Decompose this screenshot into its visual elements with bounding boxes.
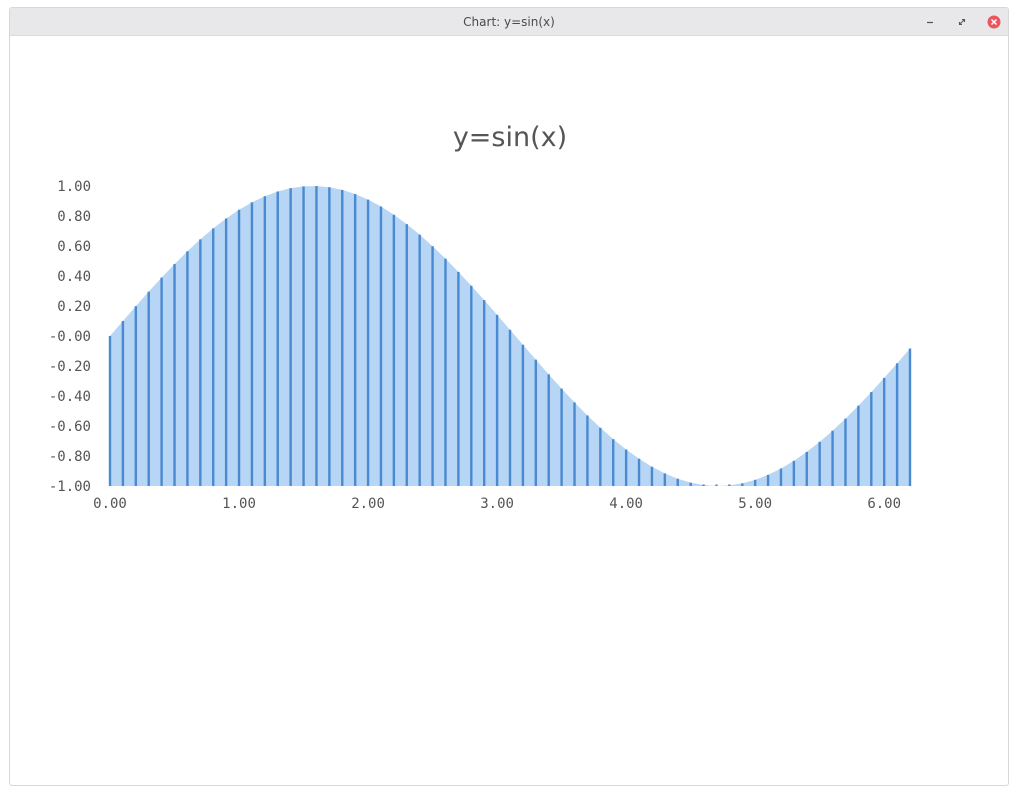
y-tick-label: -0.00 [49,329,91,345]
chart-window: Chart: y=sin(x) y=sin(x) 1. [9,7,1009,786]
x-tick-label: 3.00 [480,496,514,512]
x-tick-label: 4.00 [609,496,643,512]
bar [676,478,679,486]
chart-title: y=sin(x) [453,122,567,153]
bar [650,466,654,486]
bar [237,209,241,486]
bar [612,439,615,486]
window-title: Chart: y=sin(x) [463,15,555,29]
bar [276,191,279,486]
maximize-button[interactable] [953,13,971,31]
bar [379,206,383,486]
bar [134,306,138,486]
bar [431,246,434,486]
bar [315,186,318,486]
bar [147,291,150,486]
bar [328,187,331,486]
bar [534,359,538,486]
bar [121,321,125,486]
bar [844,418,847,486]
bar [663,473,667,486]
bar [818,441,821,486]
bar [805,451,808,486]
x-tick-label: 5.00 [738,496,772,512]
bar [702,484,705,486]
bar [250,202,254,486]
y-tick-label: -0.40 [49,389,91,405]
bar [547,374,550,486]
bar [173,264,176,486]
bar [186,251,189,486]
y-tick-label: -1.00 [49,479,91,495]
bar [715,484,718,486]
bar [870,392,873,486]
bar [895,363,899,486]
bar [392,214,396,487]
bar [405,224,408,486]
x-tick-label: 1.00 [222,496,256,512]
bar [289,188,292,486]
bar [586,415,589,486]
minimize-icon [927,21,933,24]
bar [624,449,628,486]
bar [263,196,267,486]
y-tick-label: -0.20 [49,359,91,375]
bar [224,218,228,486]
bar [857,405,860,486]
y-tick-label: -0.80 [49,449,91,465]
bar [366,199,370,486]
y-tick-label: 1.00 [57,179,91,195]
title-bar[interactable]: Chart: y=sin(x) [10,8,1008,36]
bar [108,336,112,486]
y-tick-label: -0.60 [49,419,91,435]
bar [560,388,563,486]
x-tick-label: 0.00 [93,496,127,512]
x-tick-label: 2.00 [351,496,385,512]
bar [766,474,770,486]
y-tick-label: 0.40 [57,269,91,285]
bar [792,460,796,486]
bar [212,228,215,486]
bar [341,189,344,486]
bars-group [108,186,912,487]
y-tick-label: 0.60 [57,239,91,255]
bar [444,258,447,486]
bar [457,271,460,486]
bar [508,329,512,486]
bar [689,482,692,486]
bar [199,239,202,486]
bar [470,285,473,486]
bar [882,377,886,486]
chart-svg: y=sin(x) 1.00 0.80 0.60 0.40 0.20 -0.00 -0.20 -… [49,122,912,512]
y-tick-label: 0.20 [57,299,91,315]
x-axis-ticks: 0.00 1.00 2.00 3.00 4.00 5.00 6.00 [93,496,901,512]
bar [728,484,731,486]
x-tick-label: 6.00 [867,496,901,512]
bar [302,186,305,487]
bar [160,277,163,486]
bar [521,344,525,486]
chart-area: y=sin(x) 1.00 0.80 0.60 0.40 0.20 -0.00 -0.20 -… [10,36,1008,785]
bar [599,427,602,486]
bar [831,430,834,486]
y-tick-label: 0.80 [57,209,91,225]
bar [753,479,757,486]
close-button[interactable] [985,13,1003,31]
y-axis-ticks: 1.00 0.80 0.60 0.40 0.20 -0.00 -0.20 -0.40 -0.60… [49,179,91,495]
bar [418,234,421,486]
maximize-icon [958,18,966,26]
bar [637,458,641,486]
bar [495,314,499,486]
bar [482,300,486,486]
bar [741,483,744,486]
bar [573,402,576,486]
minimize-button[interactable] [921,13,939,31]
bar [908,348,912,486]
bar [353,194,357,486]
bar [779,468,783,486]
close-icon [987,15,1001,29]
